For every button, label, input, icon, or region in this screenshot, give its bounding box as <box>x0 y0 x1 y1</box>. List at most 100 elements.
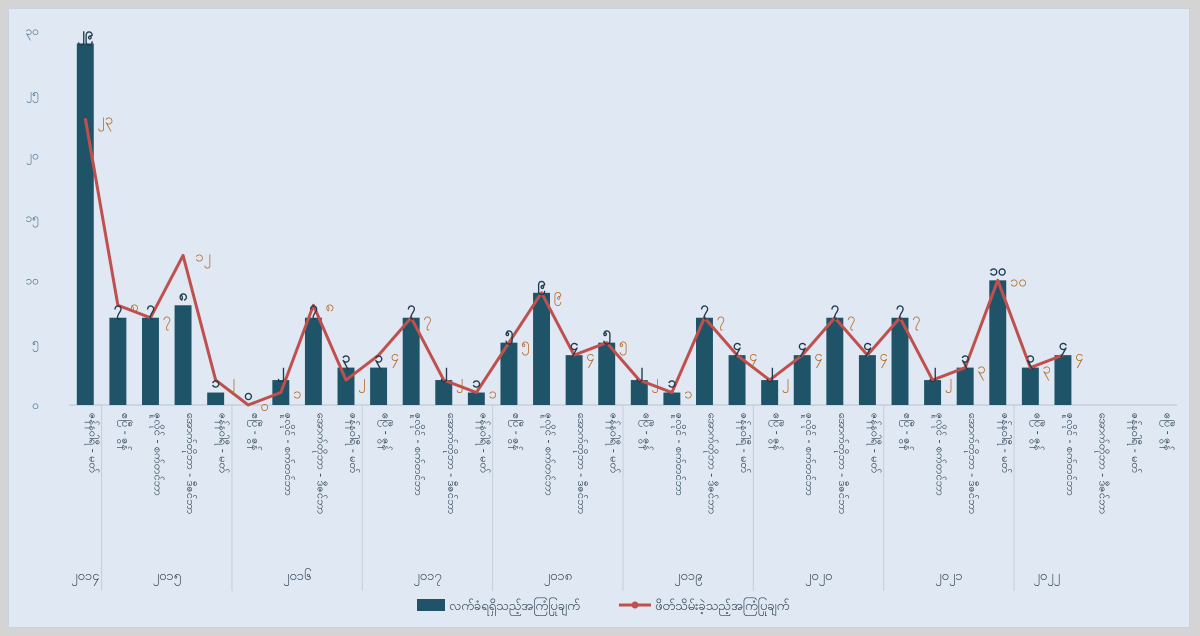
bar <box>565 355 583 405</box>
bar-data-label: ၄ <box>733 336 742 358</box>
x-group-label: ၂၀၁၉ <box>674 569 702 586</box>
line-data-label: ၅ <box>619 335 627 356</box>
bar-data-label: ၂ <box>277 361 285 383</box>
bar <box>956 367 974 405</box>
y-tick-label: ၅ <box>32 336 39 353</box>
x-category-label: ဇူလိုင် - စက်တင်ဘာ <box>149 413 164 496</box>
bar <box>1021 367 1039 405</box>
x-category-label: ဧပြီ - ဇွန် <box>769 413 784 451</box>
x-category-label: ဧပြီ - ဇွန် <box>1029 413 1044 451</box>
x-group-label: ၂၀၁၄ <box>71 569 100 586</box>
line-data-label: ၀ <box>260 397 268 415</box>
bar-data-label: ၁ <box>211 374 220 392</box>
x-category-label: အောက်တိုဘာ - ဒီဇင်ဘာ <box>182 413 197 514</box>
line-data-label: ၄ <box>879 347 887 368</box>
line-data-label: ၃ <box>1042 360 1050 381</box>
x-group-label: ၂၀၂၂ <box>1033 569 1059 586</box>
x-category-label: ဇန်နဝါရီ - မတ် <box>997 413 1012 474</box>
bar-data-label: ၂၉ <box>77 24 93 46</box>
bar-data-label: ၅ <box>505 324 514 346</box>
x-category-label: ဧပြီ - ဇွန် <box>899 413 914 451</box>
x-category-label: အောက်တိုဘာ - ဒီဇင်ဘာ <box>1095 413 1110 514</box>
x-category-label: ဇန်နဝါရီ - မတ် <box>84 413 99 474</box>
line-data-label: ၁၀ <box>1010 272 1027 290</box>
x-category-label: ဧပြီ - ဇွန် <box>1160 413 1175 451</box>
bar-data-label: ၇ <box>407 299 416 321</box>
x-category-label: ဇူလိုင် - စက်တင်ဘာ <box>410 413 425 496</box>
bar <box>337 367 355 405</box>
bar <box>141 317 159 405</box>
x-category-label: ဇူလိုင် - စက်တင်ဘာ <box>1062 413 1077 496</box>
bar-data-label: ၇ <box>146 299 155 321</box>
x-category-label: အောက်တိုဘာ - ဒီဇင်ဘာ <box>312 413 327 514</box>
bar-data-label: ၉ <box>537 274 546 296</box>
bar <box>467 392 485 405</box>
bar <box>695 317 713 405</box>
bar <box>109 317 127 405</box>
bar <box>793 355 811 405</box>
x-category-label: ဇူလိုင် - စက်တင်ဘာ <box>932 413 947 496</box>
bar-data-label: ၄ <box>1059 336 1068 358</box>
line-data-label: ၁ <box>488 385 496 403</box>
x-category-label: အောက်တိုဘာ - ဒီဇင်ဘာ <box>703 413 718 514</box>
x-group-label: ၂၀၁၇ <box>413 569 441 586</box>
bar <box>826 317 844 405</box>
bar <box>304 317 322 405</box>
bar <box>924 380 942 405</box>
bar-data-label: ၃ <box>961 349 970 371</box>
bar-data-label: ၇ <box>896 299 905 321</box>
bar <box>370 367 388 405</box>
bar-data-label: ၀ <box>244 386 253 404</box>
bar-data-label: ၁ <box>472 374 481 392</box>
line-data-label: ၂၃ <box>97 110 113 131</box>
bar <box>435 380 453 405</box>
line-data-label: ၇ <box>912 310 920 331</box>
line-series <box>83 118 1064 407</box>
x-group-label: ၂၀၁၆ <box>283 568 311 586</box>
bar-data-label: ၃ <box>374 349 383 371</box>
line-data-label: ၂ <box>782 372 789 393</box>
y-tick-label: ၀ <box>32 398 39 412</box>
x-category-label: ဧပြီ - ဇွန် <box>247 413 262 451</box>
bar <box>598 342 616 405</box>
x-category-label: ဇန်နဝါရီ - မတ် <box>1127 413 1142 474</box>
y-tick-label: ၁၅ <box>26 211 40 228</box>
bar-data-label: ၅ <box>602 324 611 346</box>
bar-data-label: ၄ <box>863 336 872 358</box>
line-data-label: ၄ <box>749 347 757 368</box>
line-data-label: ၄ <box>586 347 594 368</box>
bar-data-label: ၄ <box>570 336 579 358</box>
bar <box>1054 355 1072 405</box>
line-data-label: ၇ <box>847 310 855 331</box>
bar <box>533 292 551 405</box>
bar-data-label: ၁ <box>668 374 677 392</box>
line-data-label: ၄ <box>391 347 399 368</box>
bar <box>174 305 192 405</box>
bar-data-label: ၂ <box>929 361 937 383</box>
y-tick-label: ၂၅ <box>26 86 39 103</box>
bar-data-label: ၃ <box>1026 349 1035 371</box>
line-data-label: ၄ <box>1075 347 1083 368</box>
x-category-label: ဇူလိုင် - စက်တင်ဘာ <box>801 413 816 496</box>
line-data-label: ၅ <box>521 335 529 356</box>
x-category-label: ဇန်နဝါရီ - မတ် <box>345 413 360 474</box>
x-category-label: ဇန်နဝါရီ - မတ် <box>866 413 881 474</box>
y-tick-label: ၂၀ <box>26 149 39 166</box>
chart-frame: ၀၅၁၀ ၁၅ ၂၀ ၂၅ ၃၀ ၂၉၇၇၈၁၀၂၇၃၃၇၂၁၅၉၄၅၂၁၇၄၂၄၇၄၇၂… <box>8 8 1190 628</box>
x-category-label: ဧပြီ - ဇွန် <box>508 413 523 451</box>
bar <box>891 317 909 405</box>
legend-bar-swatch <box>417 599 445 611</box>
bar-data-label: ၂ <box>636 361 644 383</box>
bar-data-label: ၁၀ <box>989 261 1006 279</box>
bar-data-label: ၂ <box>766 361 774 383</box>
line-data-label: ၂ <box>228 372 235 393</box>
bar <box>761 380 779 405</box>
x-group-label: ၂၀၁၈ <box>544 569 572 586</box>
x-category-label: ဇန်နဝါရီ - မတ် <box>736 413 751 474</box>
x-category-label: အောက်တိုဘာ - ဒီဇင်ဘာ <box>573 413 588 514</box>
x-category-label: အောက်တိုဘာ - ဒီဇင်ဘာ <box>443 413 458 514</box>
bar <box>728 355 746 405</box>
x-category-label: ဇန်နဝါရီ - မတ် <box>215 413 230 474</box>
x-category-label: အောက်တိုဘာ - ဒီဇင်ဘာ <box>834 413 849 514</box>
